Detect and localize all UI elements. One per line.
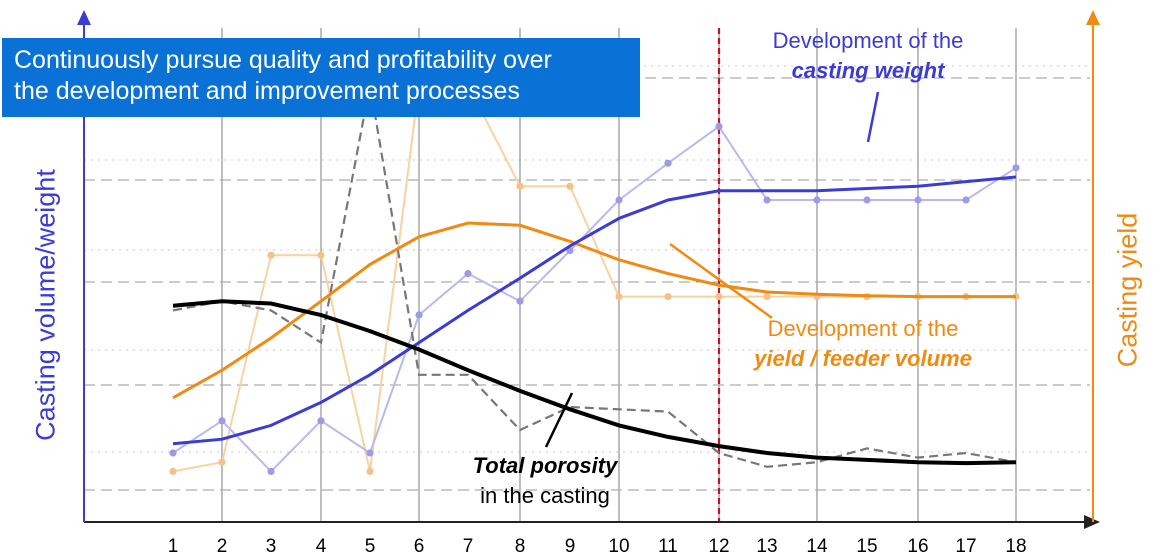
weight-measured-point bbox=[169, 449, 177, 457]
weight-annotation-line-1: Development of the bbox=[772, 28, 964, 53]
weight-measured-line bbox=[172, 124, 1017, 473]
yield-measured-point bbox=[615, 293, 623, 301]
headline-line-2: the development and improvement processe… bbox=[14, 77, 520, 105]
yield-annotation-line-2: yield / feeder volume bbox=[754, 346, 972, 371]
weight-measured-point bbox=[218, 417, 226, 425]
headline-line-1: Continuously pursue quality and profitab… bbox=[14, 46, 552, 74]
x-tick-label: 17 bbox=[955, 536, 976, 557]
yield-annotation-line-1: Development of the bbox=[767, 316, 959, 341]
yield-trend-line bbox=[172, 221, 1016, 400]
weight-measured-point bbox=[615, 196, 623, 204]
x-tick-label: 4 bbox=[316, 536, 327, 557]
x-tick-label: 16 bbox=[907, 536, 928, 557]
x-tick-label: 3 bbox=[266, 536, 277, 557]
x-tick-label: 13 bbox=[756, 536, 777, 557]
yield-measured-point bbox=[763, 293, 771, 301]
x-tick-label: 18 bbox=[1005, 536, 1026, 557]
weight-annotation: Development of the casting weight bbox=[748, 26, 988, 86]
weight-trend-line bbox=[172, 175, 1017, 446]
porosity-annotation: Total porosity in the casting bbox=[440, 451, 650, 511]
porosity-leader-line bbox=[544, 392, 574, 448]
x-tick-labels: 1 2 3 4 5 6 7 8 9 10 11 12 13 14 15 16 17 18 bbox=[168, 536, 1027, 557]
yield-measured-point bbox=[516, 182, 524, 190]
yield-measured-point bbox=[169, 467, 177, 475]
yield-measured-point bbox=[664, 293, 672, 301]
x-tick-label: 15 bbox=[856, 536, 877, 557]
yield-measured-point bbox=[366, 467, 374, 475]
porosity-measured-line bbox=[172, 84, 1017, 468]
weight-measured-point bbox=[715, 122, 723, 130]
x-tick-label: 2 bbox=[217, 536, 228, 557]
y-axis-arrow bbox=[77, 10, 91, 25]
y2-axis-label: Casting yield bbox=[1112, 212, 1143, 368]
porosity-annotation-line-2: in the casting bbox=[480, 483, 610, 508]
weight-measured-point bbox=[464, 270, 472, 278]
yield-leader-line bbox=[669, 242, 773, 320]
trend-series bbox=[172, 175, 1017, 466]
yield-measured-point bbox=[566, 182, 574, 190]
porosity-trend-line bbox=[172, 299, 1017, 466]
x-tick-label: 10 bbox=[608, 536, 629, 557]
x-tick-label: 12 bbox=[708, 536, 729, 557]
weight-measured-point bbox=[664, 159, 672, 167]
weight-measured-point bbox=[763, 196, 771, 204]
headline-banner: Continuously pursue quality and profitab… bbox=[2, 38, 640, 117]
weight-measured-point bbox=[962, 196, 970, 204]
x-tick-label: 6 bbox=[414, 536, 425, 557]
x-tick-label: 11 bbox=[658, 536, 678, 557]
weight-measured-point bbox=[415, 311, 423, 319]
weight-measured-point bbox=[813, 196, 821, 204]
weight-measured-point bbox=[366, 449, 374, 457]
x-tick-label: 5 bbox=[365, 536, 376, 557]
annotation-leaders bbox=[544, 91, 880, 448]
weight-measured-point bbox=[1012, 164, 1020, 172]
x-tick-label: 14 bbox=[806, 536, 828, 557]
weight-measured-point bbox=[863, 196, 871, 204]
x-tick-label: 8 bbox=[515, 536, 526, 557]
porosity-annotation-line-1: Total porosity bbox=[472, 453, 618, 478]
yield-annotation: Development of the yield / feeder volume bbox=[718, 314, 1008, 374]
weight-measured-point bbox=[914, 196, 922, 204]
weight-measured-point bbox=[516, 297, 524, 305]
x-tick-label: 9 bbox=[565, 536, 576, 557]
weight-annotation-line-2: casting weight bbox=[791, 58, 945, 83]
yield-measured-point bbox=[218, 458, 226, 466]
yield-measured-point bbox=[267, 251, 275, 259]
yield-measured-point bbox=[715, 293, 723, 301]
y-axis-label: Casting volume/weight bbox=[30, 169, 61, 441]
weight-leader-line bbox=[866, 91, 880, 143]
weight-measured-point bbox=[317, 417, 325, 425]
grid-lines bbox=[84, 65, 1090, 491]
x-tick-label: 1 bbox=[168, 536, 179, 557]
yield-measured-point bbox=[317, 251, 325, 259]
x-tick-label: 7 bbox=[463, 536, 474, 557]
y2-axis-arrow bbox=[1086, 10, 1100, 25]
weight-measured-point bbox=[267, 467, 275, 475]
